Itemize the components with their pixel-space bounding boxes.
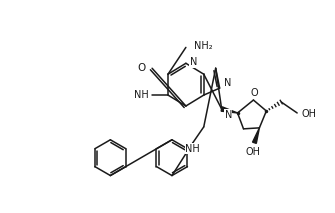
- Polygon shape: [253, 128, 259, 143]
- Text: OH: OH: [246, 147, 261, 157]
- Text: N: N: [225, 110, 232, 120]
- Text: N: N: [224, 78, 231, 88]
- Text: O: O: [137, 63, 145, 73]
- Text: NH: NH: [186, 144, 200, 154]
- Polygon shape: [221, 107, 238, 113]
- Text: OH: OH: [301, 109, 316, 119]
- Text: O: O: [251, 88, 258, 98]
- Text: N: N: [190, 57, 197, 67]
- Text: NH₂: NH₂: [194, 41, 212, 51]
- Text: NH: NH: [134, 90, 149, 100]
